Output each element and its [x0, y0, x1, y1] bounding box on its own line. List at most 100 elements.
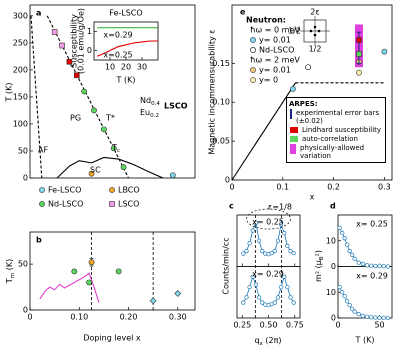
legend-label: LBCO — [118, 186, 140, 195]
series-label: x= 0.25 — [252, 218, 284, 227]
data-point — [369, 263, 374, 268]
data-point — [337, 284, 342, 290]
data-point — [110, 145, 117, 152]
series-line — [231, 82, 296, 181]
inset-peak — [317, 29, 321, 33]
legend-marker — [250, 37, 256, 43]
data-point — [352, 309, 357, 314]
y-axis-label-sub: m — [10, 273, 16, 278]
inset-title: Fe-LSCO — [109, 9, 142, 18]
legend-row: auto-correlation — [289, 135, 383, 143]
data-point — [377, 315, 382, 320]
legend-label: y= 0.01 — [259, 66, 291, 75]
x-tick-label: 0.75 — [286, 321, 304, 330]
x-tick-label: 0.20 — [120, 313, 138, 322]
data-point — [373, 315, 378, 320]
x-axis-label: x — [310, 193, 315, 202]
data-point — [247, 241, 252, 246]
y-tick-label: 10 — [326, 236, 336, 245]
data-point — [59, 42, 65, 49]
series-label: x= 0.29 — [252, 270, 284, 279]
y-tick-label: 200 — [13, 65, 28, 74]
annotation: e — [240, 8, 246, 17]
data-point — [356, 69, 362, 76]
inset-peak — [313, 33, 317, 37]
data-point — [291, 250, 296, 256]
data-point — [247, 284, 252, 290]
legend-label: experimental error bars (±0.02) — [296, 109, 380, 125]
data-point — [352, 256, 357, 261]
data-point — [349, 252, 355, 258]
annotation: Nd0.4 — [140, 96, 160, 107]
y-axis-label-tail: (K) — [5, 259, 14, 273]
x-tick-label: 0.30 — [169, 313, 187, 322]
data-point — [364, 314, 370, 319]
data-point — [115, 268, 122, 275]
legend-swatch — [290, 109, 292, 119]
x-tick-label: 50 — [374, 321, 384, 330]
x-axis-label: Doping level x — [83, 334, 141, 343]
y-tick-label: 0 — [23, 306, 28, 315]
data-point — [88, 170, 95, 177]
annotation: Tc — [111, 143, 120, 154]
data-point — [360, 261, 366, 267]
data-point — [51, 29, 58, 35]
data-point — [305, 64, 312, 71]
x-axis-label: qx (2π) — [254, 336, 281, 347]
data-point — [381, 264, 386, 269]
series-line — [39, 272, 100, 303]
y-axis-label-main: T — [5, 278, 14, 284]
data-point — [100, 126, 107, 133]
data-point — [288, 248, 293, 254]
legend-row: experimental error bars (±0.02) — [289, 109, 383, 125]
data-point — [347, 302, 352, 308]
data-point — [91, 107, 97, 114]
y-tick-label: 0 — [331, 262, 336, 271]
data-point — [120, 164, 127, 171]
annotation-main: Nd — [140, 96, 151, 105]
y-tick-label: 1 — [87, 27, 92, 36]
y-tick-label: 300 — [13, 11, 28, 20]
y-tick-label: 50 — [18, 260, 28, 269]
data-point — [381, 48, 388, 55]
data-point — [86, 279, 93, 286]
data-point — [278, 284, 284, 290]
legend-marker — [39, 201, 45, 207]
data-point — [272, 248, 277, 254]
annotation: AF — [38, 146, 48, 155]
inset-label: 2ε — [310, 8, 319, 17]
x-tick-label: 20 — [121, 63, 131, 72]
annotation: SC — [90, 166, 101, 175]
legend-group-title: ħω = 0 meV — [250, 26, 300, 35]
y-axis-label-tail: ²) — [314, 250, 323, 256]
plot-frame — [236, 266, 301, 319]
data-point — [66, 58, 73, 65]
data-point — [256, 238, 262, 243]
legend-marker — [250, 47, 256, 53]
y-axis-label: Magnetic incommensurability ε — [208, 29, 217, 154]
data-point — [275, 295, 281, 300]
data-point — [340, 290, 345, 295]
y-tick-label: 150 — [13, 92, 28, 101]
data-point — [88, 259, 95, 266]
y-tick-label: 0.10 — [212, 98, 230, 107]
data-point — [269, 250, 274, 256]
annotation: b — [36, 236, 42, 245]
data-point — [347, 248, 352, 254]
data-point — [285, 243, 290, 249]
annotation: c — [229, 202, 234, 211]
data-point — [174, 290, 182, 297]
annotation-sub: 0.4 — [151, 101, 160, 107]
data-point — [278, 222, 284, 227]
plot-frame — [337, 214, 393, 267]
y-axis-label-sub: B — [319, 256, 325, 260]
x-axis-label: T (K) — [116, 76, 136, 85]
legend-marker — [109, 201, 115, 207]
data-point — [290, 86, 296, 92]
legend-label: y= 0.01 — [259, 36, 291, 45]
series-label: x= 0.25 — [356, 220, 388, 229]
data-point — [282, 274, 287, 279]
y-axis-label: T (K) — [5, 83, 14, 103]
